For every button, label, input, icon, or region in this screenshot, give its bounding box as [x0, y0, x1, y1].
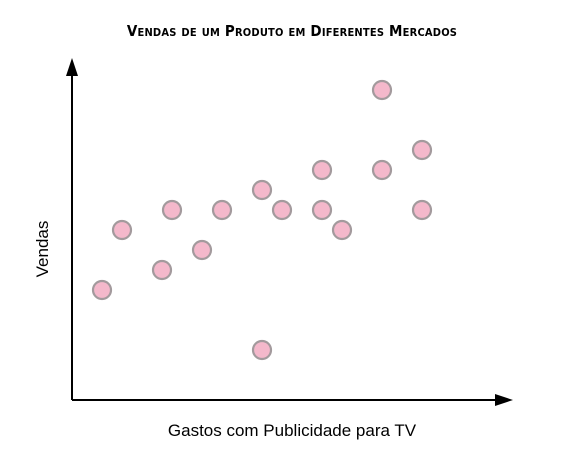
- data-points: [93, 81, 431, 359]
- y-axis-arrowhead: [66, 58, 78, 76]
- data-point: [413, 201, 431, 219]
- data-point: [313, 201, 331, 219]
- y-axis-label: Vendas: [33, 221, 52, 278]
- data-point: [253, 181, 271, 199]
- data-point: [373, 161, 391, 179]
- x-axis-arrowhead: [495, 394, 513, 406]
- data-point: [373, 81, 391, 99]
- data-point: [113, 221, 131, 239]
- x-axis-label: Gastos com Publicidade para TV: [168, 421, 417, 440]
- data-point: [273, 201, 291, 219]
- data-point: [413, 141, 431, 159]
- chart-title: Vendas de um Produto em Diferentes Merca…: [127, 22, 457, 40]
- data-point: [253, 341, 271, 359]
- data-point: [213, 201, 231, 219]
- data-point: [193, 241, 211, 259]
- data-point: [93, 281, 111, 299]
- data-point: [333, 221, 351, 239]
- data-point: [153, 261, 171, 279]
- data-point: [163, 201, 181, 219]
- data-point: [313, 161, 331, 179]
